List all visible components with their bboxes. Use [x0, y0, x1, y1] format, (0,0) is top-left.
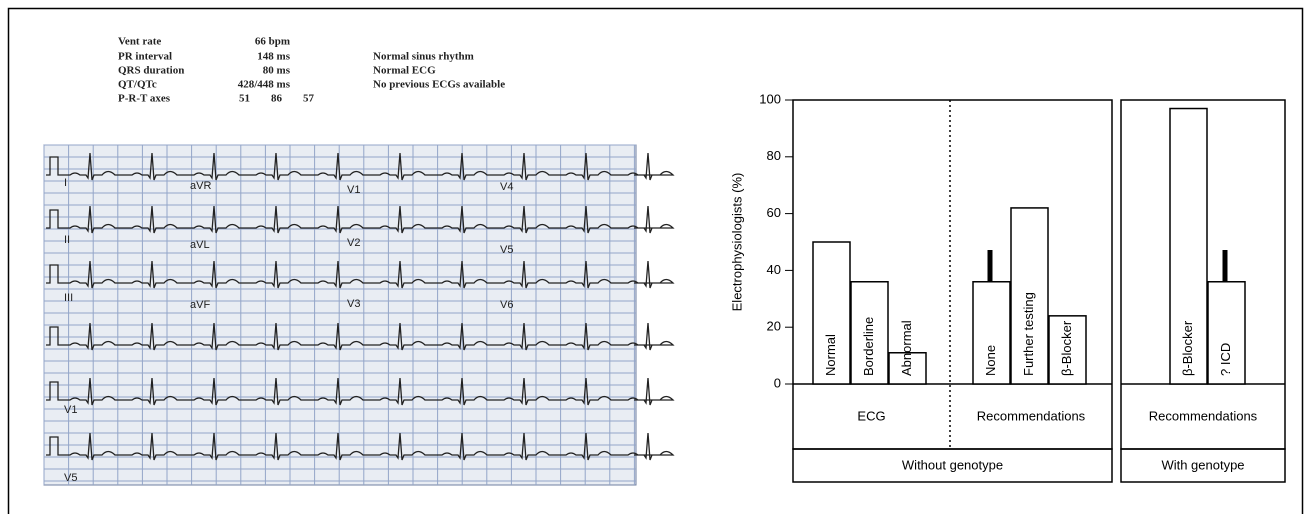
lead-label: V6 — [500, 299, 513, 311]
axis-value: 86 — [271, 93, 283, 105]
panel-label: With genotype — [1161, 457, 1244, 472]
measure-value: 428/448 ms — [238, 79, 291, 91]
y-tick-label: 40 — [767, 262, 781, 277]
lead-label: II — [64, 234, 70, 246]
lead-label: III — [64, 292, 73, 304]
measure-label: Vent rate — [118, 36, 161, 48]
measure-label: QT/QTc — [118, 79, 157, 91]
ecg-paper — [44, 145, 636, 485]
group-label: Recommendations — [977, 408, 1086, 423]
panel-label: Without genotype — [902, 457, 1003, 472]
lead-label: V4 — [500, 181, 513, 193]
measure-value: 148 ms — [257, 51, 290, 63]
lead-label: V1 — [347, 184, 360, 196]
bar-label: β-Blocker — [1180, 320, 1195, 376]
measure-label: P-R-T axes — [118, 93, 171, 105]
lead-label: aVR — [190, 180, 211, 192]
y-tick-label: 80 — [767, 148, 781, 163]
figure: IaVR V1 V4 II aVL V2 V5 III aVF V3 V6 V1 V5 Vent rate… — [0, 0, 1311, 514]
axis-value: 51 — [239, 93, 250, 105]
y-tick-label: 0 — [774, 375, 781, 390]
y-axis-label: Electrophysiologists (%) — [729, 173, 744, 312]
y-tick-label: 100 — [759, 91, 781, 106]
bar-label: None — [983, 345, 998, 376]
interpretation: No previous ECGs available — [373, 79, 505, 91]
lead-label: aVF — [190, 299, 210, 311]
axis-value: 57 — [303, 93, 315, 105]
interpretation: Normal ECG — [373, 65, 436, 77]
lead-label: V5 — [64, 472, 77, 484]
lead-label: V5 — [500, 244, 513, 256]
interpretation: Normal sinus rhythm — [373, 51, 474, 63]
bar-label: Borderline — [861, 317, 876, 376]
lead-label: V2 — [347, 237, 360, 249]
measure-label: PR interval — [118, 51, 172, 63]
bar-label: Normal — [823, 334, 838, 376]
measure-label: QRS duration — [118, 65, 184, 77]
lead-label: V3 — [347, 298, 360, 310]
y-tick-label: 60 — [767, 205, 781, 220]
group-label: ECG — [857, 408, 885, 423]
group-label: Recommendations — [1149, 408, 1258, 423]
ecg-strip — [44, 145, 673, 485]
bar-label: β-Blocker — [1059, 320, 1074, 376]
bar-label: Abnormal — [899, 320, 914, 376]
y-tick-label: 20 — [767, 319, 781, 334]
lead-label: aVL — [190, 239, 210, 251]
measure-value: 66 bpm — [255, 36, 290, 48]
lead-label: V1 — [64, 404, 77, 416]
bar-label: ? ICD — [1218, 343, 1233, 376]
bar-label: Further testing — [1021, 292, 1036, 376]
measure-value: 80 ms — [263, 65, 291, 77]
lead-label: I — [64, 177, 67, 189]
